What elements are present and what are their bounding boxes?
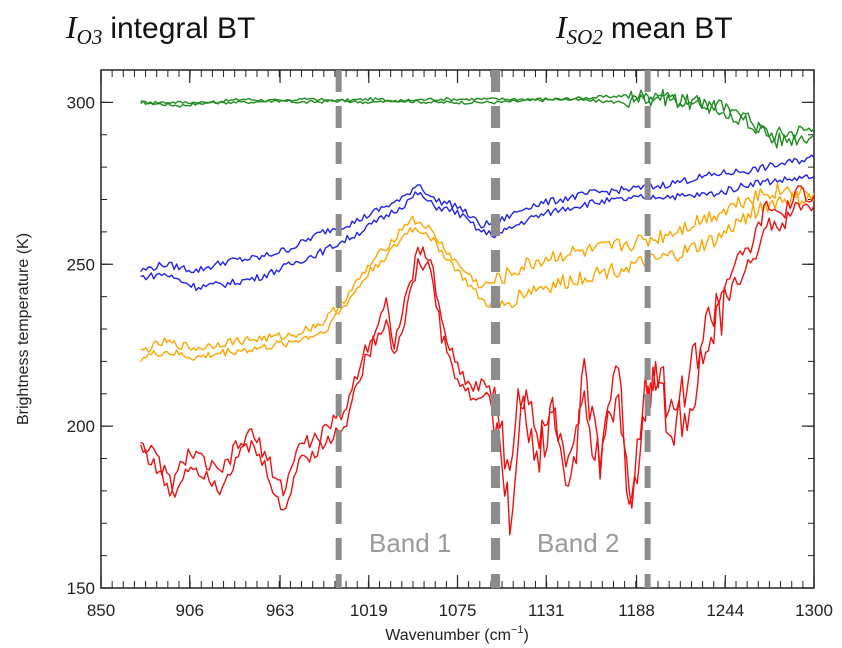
spectrum-series-line (140, 88, 815, 143)
spectrum-series-line (140, 182, 815, 353)
x-axis-label-exponent: −1 (511, 624, 524, 636)
axis-ticks (100, 69, 815, 589)
o3-index-symbol: I (65, 9, 78, 45)
band-edges (335, 70, 651, 588)
x-tick-label: 1131 (528, 601, 565, 620)
tick-labels: 850 906 963 1019 1075 1131 1188 1244 1300 150 200 2… (67, 93, 833, 620)
spectrum-series-line (140, 190, 815, 363)
y-axis-label: Brightness temperature (K) (15, 233, 32, 425)
spectrum-series-line (140, 174, 815, 292)
band-1-label: Band 1 (369, 528, 451, 558)
spectrum-series-line (140, 154, 815, 274)
series-layer (139, 88, 815, 536)
y-tick-label: 300 (67, 93, 95, 112)
x-tick-label: 1300 (795, 601, 833, 620)
x-tick-label: 1019 (350, 601, 388, 620)
x-axis-label: Wavenumber (cm−1) (385, 624, 529, 644)
x-tick-label: 850 (87, 601, 115, 620)
band-2-label: Band 2 (537, 528, 619, 558)
spectrum-series-line (140, 91, 815, 149)
spectrum-series-line (139, 201, 815, 536)
plot-frame (100, 69, 815, 589)
y-tick-label: 150 (67, 579, 95, 598)
so2-index-subscript: SO2 (567, 25, 604, 49)
o3-index-text: integral BT (110, 12, 255, 45)
x-tick-label: 1244 (706, 601, 744, 620)
x-axis-label-close: ) (523, 627, 528, 644)
x-tick-label: 963 (266, 601, 294, 620)
x-tick-label: 1188 (618, 601, 655, 620)
o3-index-subscript: O3 (77, 25, 103, 49)
o3-index-annotation: IO3 integral BT (65, 9, 255, 49)
y-tick-label: 200 (67, 417, 95, 436)
x-tick-label: 906 (176, 601, 204, 620)
so2-index-symbol: I (555, 9, 568, 45)
spectrum-series-line (140, 185, 815, 509)
y-tick-label: 250 (67, 255, 95, 274)
so2-index-text: mean BT (611, 12, 733, 45)
x-tick-label: 1075 (439, 601, 477, 620)
so2-index-annotation: ISO2 mean BT (555, 9, 733, 49)
x-axis-label-text: Wavenumber (cm (385, 627, 511, 644)
